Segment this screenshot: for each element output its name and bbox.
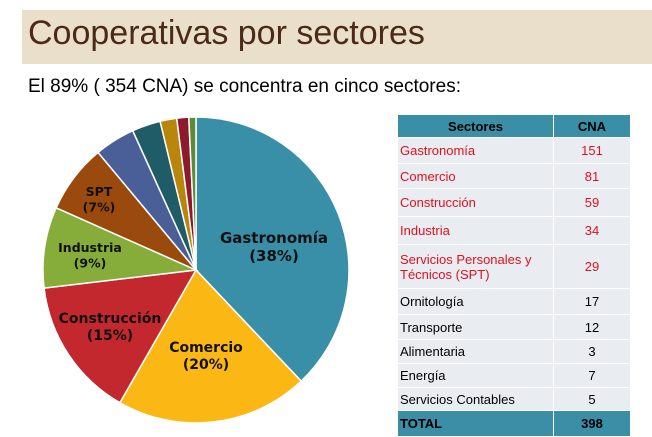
table-row: Servicios Contables 5 (397, 387, 631, 411)
pie-label-name: Industria (58, 240, 122, 255)
pie-label-name: SPT (86, 184, 113, 199)
table-row: Industria 34 (397, 216, 631, 245)
sector-cell: Industria (397, 216, 554, 245)
pie-slice-gastronomía (195, 116, 350, 383)
sector-cell: Construcción (397, 188, 554, 217)
table-row: Servicios Personales y Técnicos (SPT) 29 (397, 244, 631, 289)
sector-cell: Alimentaria (397, 339, 554, 364)
cna-cell: 34 (553, 216, 631, 245)
pie-slice-construcción (43, 269, 198, 404)
pie-chart: Gastronomía(38%) Comercio(20%) Construcció… (42, 116, 350, 424)
total-label: TOTAL (397, 410, 554, 437)
table-row: Construcción 59 (397, 188, 631, 217)
sector-cell: Transporte (397, 314, 554, 340)
sector-cell: Comercio (397, 163, 554, 189)
pie-label-name: Construcción (59, 311, 162, 327)
cna-cell: 17 (553, 288, 631, 315)
cna-cell: 151 (553, 137, 631, 164)
table-row: Ornitología 17 (397, 288, 631, 315)
table-row: Comercio 81 (397, 163, 631, 189)
slide-subtitle: El 89% ( 354 CNA) se concentra en cinco … (28, 76, 461, 97)
table-row: Transporte 12 (397, 314, 631, 340)
cna-cell: 29 (553, 244, 631, 289)
cna-cell: 3 (553, 339, 631, 364)
table-row: Alimentaria 3 (397, 339, 631, 364)
pie-slice-comercio (118, 268, 303, 424)
cna-cell: 59 (553, 188, 631, 217)
pie-label-name: Gastronomía (220, 229, 328, 247)
slide-title: Cooperativas por sectores (28, 14, 425, 52)
cna-cell: 5 (553, 387, 631, 411)
table-row: Energía 7 (397, 363, 631, 388)
table-row: Gastronomía 151 (397, 137, 631, 164)
sector-cell: Ornitología (397, 288, 554, 315)
total-value: 398 (553, 410, 631, 437)
sector-cell: Gastronomía (397, 137, 554, 164)
pie-slice-alimentaria (187, 116, 197, 271)
header-cna: CNA (553, 114, 631, 138)
pie-label-pct: (15%) (87, 328, 133, 344)
pie-label-name: Comercio (169, 340, 243, 356)
pie-label-pct: (38%) (249, 247, 299, 265)
sector-cell: Servicios Contables (397, 387, 554, 411)
pie-label-pct: (20%) (183, 357, 229, 373)
total-row: TOTAL 398 (397, 410, 631, 437)
header-sectores: Sectores (397, 114, 554, 138)
sectors-table: Sectores CNA Gastronomía 151 Comercio 81 Con… (397, 114, 631, 437)
pie-label-pct: (7%) (83, 200, 116, 215)
cna-cell: 12 (553, 314, 631, 340)
sector-cell: Energía (397, 363, 554, 388)
cna-cell: 7 (553, 363, 631, 388)
sector-cell: Servicios Personales y Técnicos (SPT) (397, 244, 554, 289)
cna-cell: 81 (553, 163, 631, 189)
title-band (22, 10, 652, 64)
pie-label-pct: (9%) (74, 256, 107, 271)
